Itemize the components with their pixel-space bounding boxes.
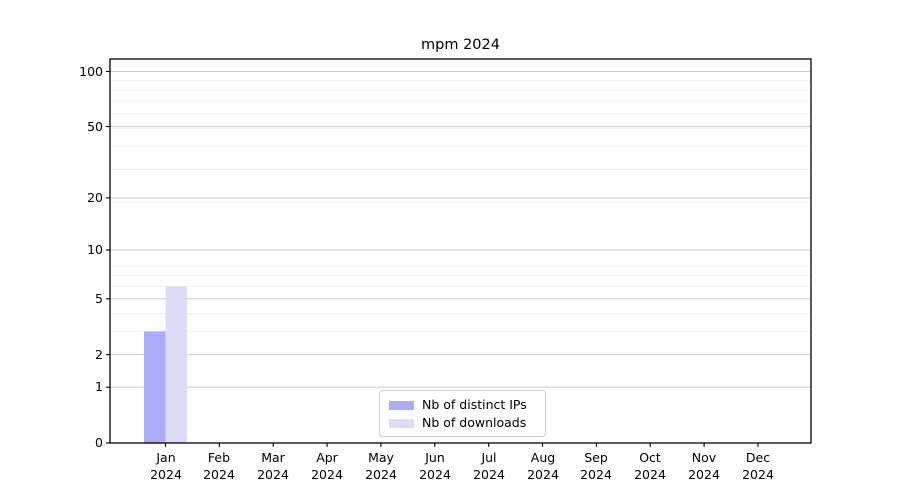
x-tick-label: Sep 2024: [580, 450, 612, 482]
legend-swatch-distinct-ips: [389, 400, 414, 410]
legend-item-downloads: Nb of downloads: [389, 415, 536, 431]
y-tick-label: 0: [95, 435, 103, 450]
x-tick-label: Jan 2024: [150, 450, 182, 482]
x-tick-label: May 2024: [365, 450, 397, 482]
y-tick-label: 20: [87, 190, 103, 205]
x-tick-label: Jun 2024: [419, 450, 451, 482]
legend: Nb of distinct IPs Nb of downloads: [379, 390, 546, 437]
legend-item-distinct-ips: Nb of distinct IPs: [389, 397, 536, 413]
bar-nb-of-downloads-jan-2024: [165, 286, 187, 443]
legend-label-downloads: Nb of downloads: [422, 415, 527, 430]
y-tick-label: 50: [87, 119, 103, 134]
chart-title: mpm 2024: [421, 37, 500, 53]
legend-swatch-downloads: [389, 418, 414, 428]
legend-label-distinct-ips: Nb of distinct IPs: [422, 397, 527, 412]
plot-border: [109, 58, 812, 444]
x-tick-label: Dec 2024: [742, 450, 774, 482]
x-tick-label: Feb 2024: [203, 450, 235, 482]
x-tick-label: Mar 2024: [257, 450, 289, 482]
x-tick-label: Nov 2024: [688, 450, 720, 482]
y-tick-label: 10: [87, 242, 103, 257]
x-tick-label: Oct 2024: [634, 450, 666, 482]
y-tick-label: 1: [95, 379, 103, 394]
x-tick-label: Aug 2024: [527, 450, 559, 482]
x-tick-label: Apr 2024: [311, 450, 343, 482]
x-tick-label: Jul 2024: [473, 450, 505, 482]
y-tick-label: 100: [79, 64, 103, 79]
y-tick-label: 2: [95, 347, 103, 362]
bar-nb-of-distinct-ips-jan-2024: [144, 331, 166, 443]
y-tick-label: 5: [95, 291, 103, 306]
